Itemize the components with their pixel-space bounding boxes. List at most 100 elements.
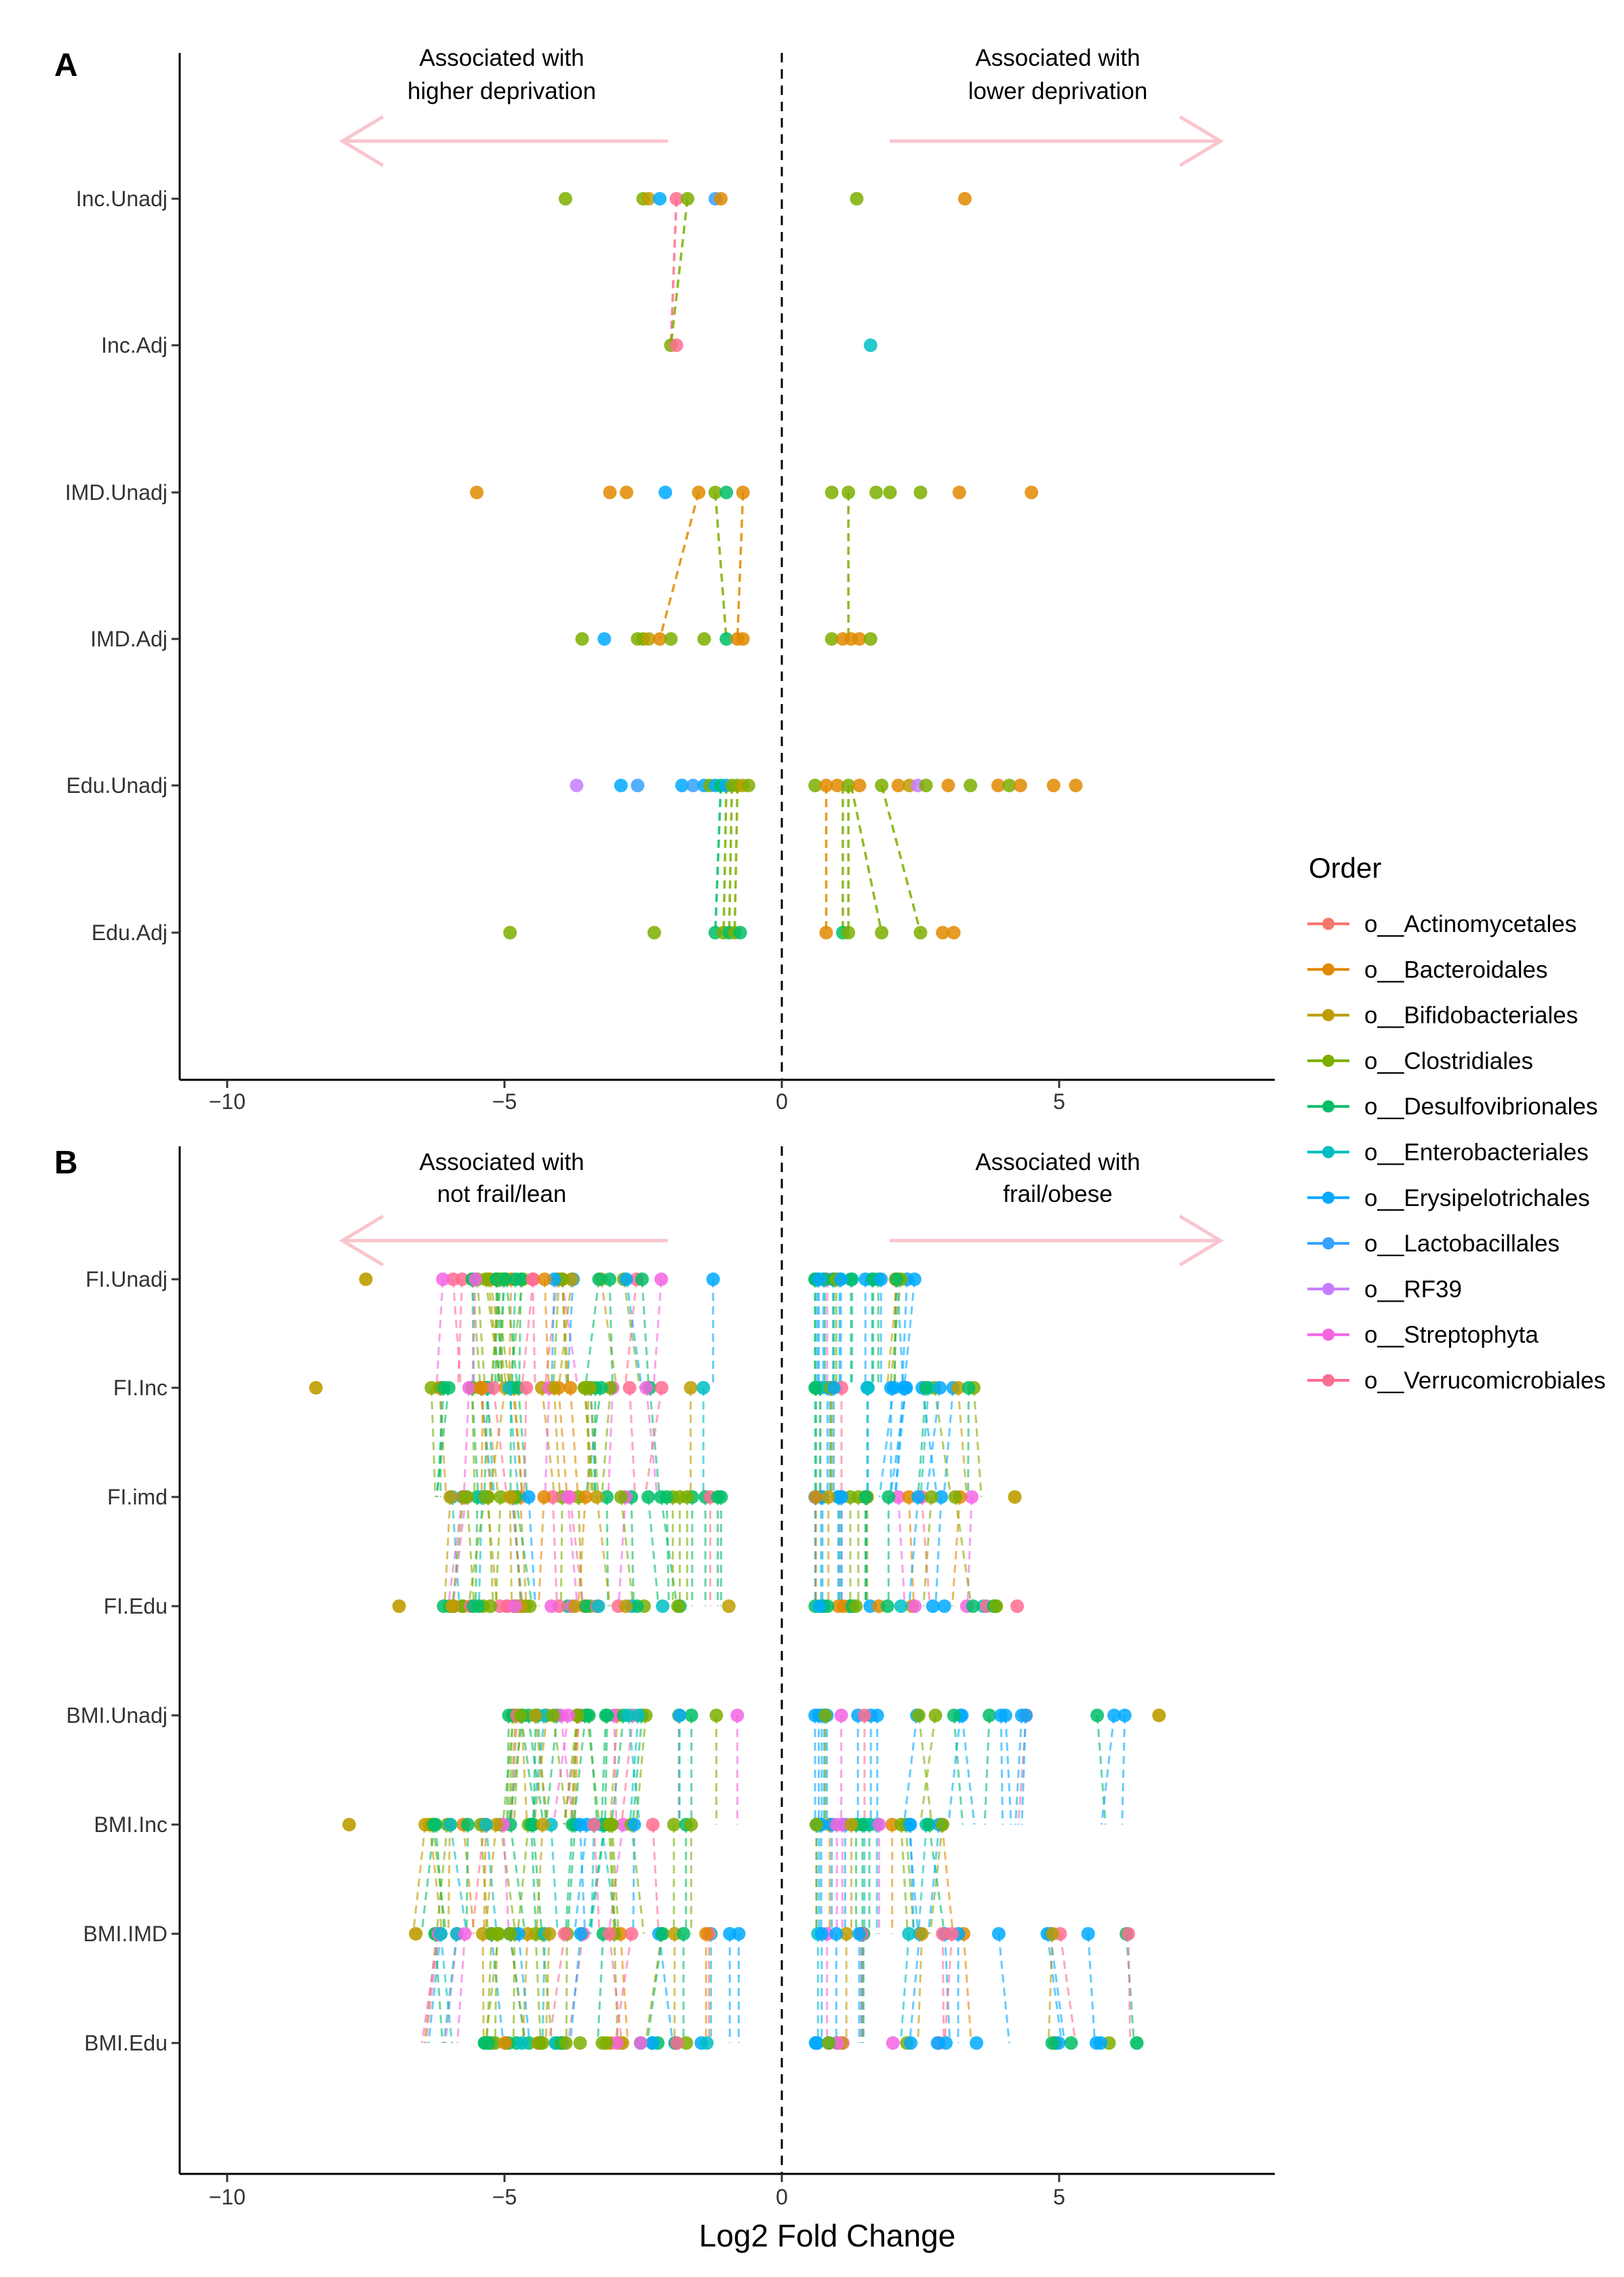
data-point xyxy=(427,1818,441,1831)
data-point xyxy=(522,1490,536,1504)
x-tick-label: −5 xyxy=(492,1089,517,1114)
x-tick-label: −10 xyxy=(209,1089,245,1114)
legend-item-label: o__Clostridiales xyxy=(1364,1048,1533,1074)
data-point xyxy=(864,338,877,352)
data-point xyxy=(685,1709,698,1722)
legend-key-dot xyxy=(1322,1283,1334,1295)
data-point xyxy=(929,1709,943,1722)
legend-item-label: o__Streptophyta xyxy=(1364,1322,1539,1348)
data-point xyxy=(822,1490,835,1504)
data-point xyxy=(825,486,839,499)
data-point xyxy=(533,2036,547,2050)
legend-key-dot xyxy=(1322,1374,1334,1386)
x-tick-label: 5 xyxy=(1053,1089,1065,1114)
data-point xyxy=(953,486,966,499)
data-point xyxy=(509,1599,522,1613)
data-point xyxy=(949,1490,962,1504)
data-point xyxy=(945,1927,959,1941)
data-point xyxy=(914,486,928,499)
data-point xyxy=(711,1490,725,1504)
legend-item-label: o__RF39 xyxy=(1364,1276,1462,1302)
data-point xyxy=(947,926,961,939)
data-point xyxy=(841,486,855,499)
data-point xyxy=(882,1490,895,1504)
data-point xyxy=(443,1490,457,1504)
legend-key-dot xyxy=(1322,1100,1334,1112)
panel-letter-B: B xyxy=(54,1145,78,1181)
x-tick-label: 0 xyxy=(776,2185,788,2209)
data-point xyxy=(667,1818,681,1831)
data-point xyxy=(570,779,583,792)
data-point xyxy=(614,779,628,792)
data-point xyxy=(904,1818,917,1831)
data-point xyxy=(656,1927,669,1941)
data-point xyxy=(919,779,933,792)
legend-key-dot xyxy=(1322,1009,1334,1021)
data-point xyxy=(627,1818,641,1831)
data-point xyxy=(437,1381,451,1395)
data-point xyxy=(873,1818,886,1831)
data-point xyxy=(700,2036,713,2050)
data-point xyxy=(681,192,694,206)
data-point xyxy=(992,1927,1006,1941)
data-point xyxy=(436,1272,450,1286)
data-point xyxy=(536,1818,549,1831)
data-point xyxy=(1046,1927,1059,1941)
data-point xyxy=(886,2036,900,2050)
data-point xyxy=(874,1272,888,1286)
y-category-label: FI.imd xyxy=(107,1485,167,1509)
legend-item-label: o__Bacteroidales xyxy=(1364,956,1547,983)
x-axis-title: Log2 Fold Change xyxy=(699,2218,956,2253)
data-point-outlier xyxy=(409,1927,422,1941)
data-point xyxy=(660,1490,673,1504)
data-point xyxy=(498,2036,512,2050)
data-point xyxy=(809,2036,823,2050)
data-point-outlier xyxy=(393,1599,406,1613)
data-point xyxy=(623,1381,637,1395)
data-point xyxy=(852,1927,866,1941)
data-point xyxy=(989,1599,1003,1613)
data-point xyxy=(479,1818,493,1831)
data-point xyxy=(915,1927,929,1941)
y-category-label: BMI.IMD xyxy=(83,1922,167,1946)
data-point xyxy=(664,632,677,646)
data-point xyxy=(849,1599,863,1613)
data-point xyxy=(699,1927,713,1941)
legend-key-dot xyxy=(1322,1237,1334,1249)
data-point xyxy=(941,779,955,792)
data-point xyxy=(573,1818,587,1831)
legend-item-label: o__Bifidobacteriales xyxy=(1364,1003,1578,1029)
data-point xyxy=(503,926,517,939)
data-point xyxy=(478,1490,492,1504)
data-point xyxy=(1025,486,1038,499)
data-point xyxy=(603,1927,616,1941)
data-point xyxy=(547,1381,561,1395)
data-point xyxy=(919,1381,933,1395)
data-point xyxy=(850,192,863,206)
data-point xyxy=(884,486,897,499)
data-point xyxy=(544,1599,558,1613)
y-category-label: BMI.Unadj xyxy=(66,1703,167,1728)
data-point xyxy=(1019,1709,1033,1722)
data-point xyxy=(1107,1709,1121,1722)
y-category-label: BMI.Inc xyxy=(94,1812,167,1837)
y-category-label: IMD.Adj xyxy=(90,627,167,651)
data-point xyxy=(648,926,661,939)
data-point xyxy=(936,1818,949,1831)
data-point xyxy=(938,1599,951,1613)
y-category-label: FI.Edu xyxy=(104,1594,167,1618)
legend-item-label: o__Verrucomicrobiales xyxy=(1364,1367,1606,1394)
data-point xyxy=(620,486,633,499)
legend-item-label: o__Erysipelotrichales xyxy=(1364,1185,1590,1211)
data-point xyxy=(537,1490,551,1504)
data-point xyxy=(670,2036,684,2050)
data-point xyxy=(808,1381,822,1395)
data-point-outlier xyxy=(1130,2036,1144,2050)
data-point xyxy=(592,1272,606,1286)
x-tick-label: −10 xyxy=(209,2185,245,2209)
data-point xyxy=(707,1272,720,1286)
data-point xyxy=(503,1490,517,1504)
data-point xyxy=(939,2036,953,2050)
